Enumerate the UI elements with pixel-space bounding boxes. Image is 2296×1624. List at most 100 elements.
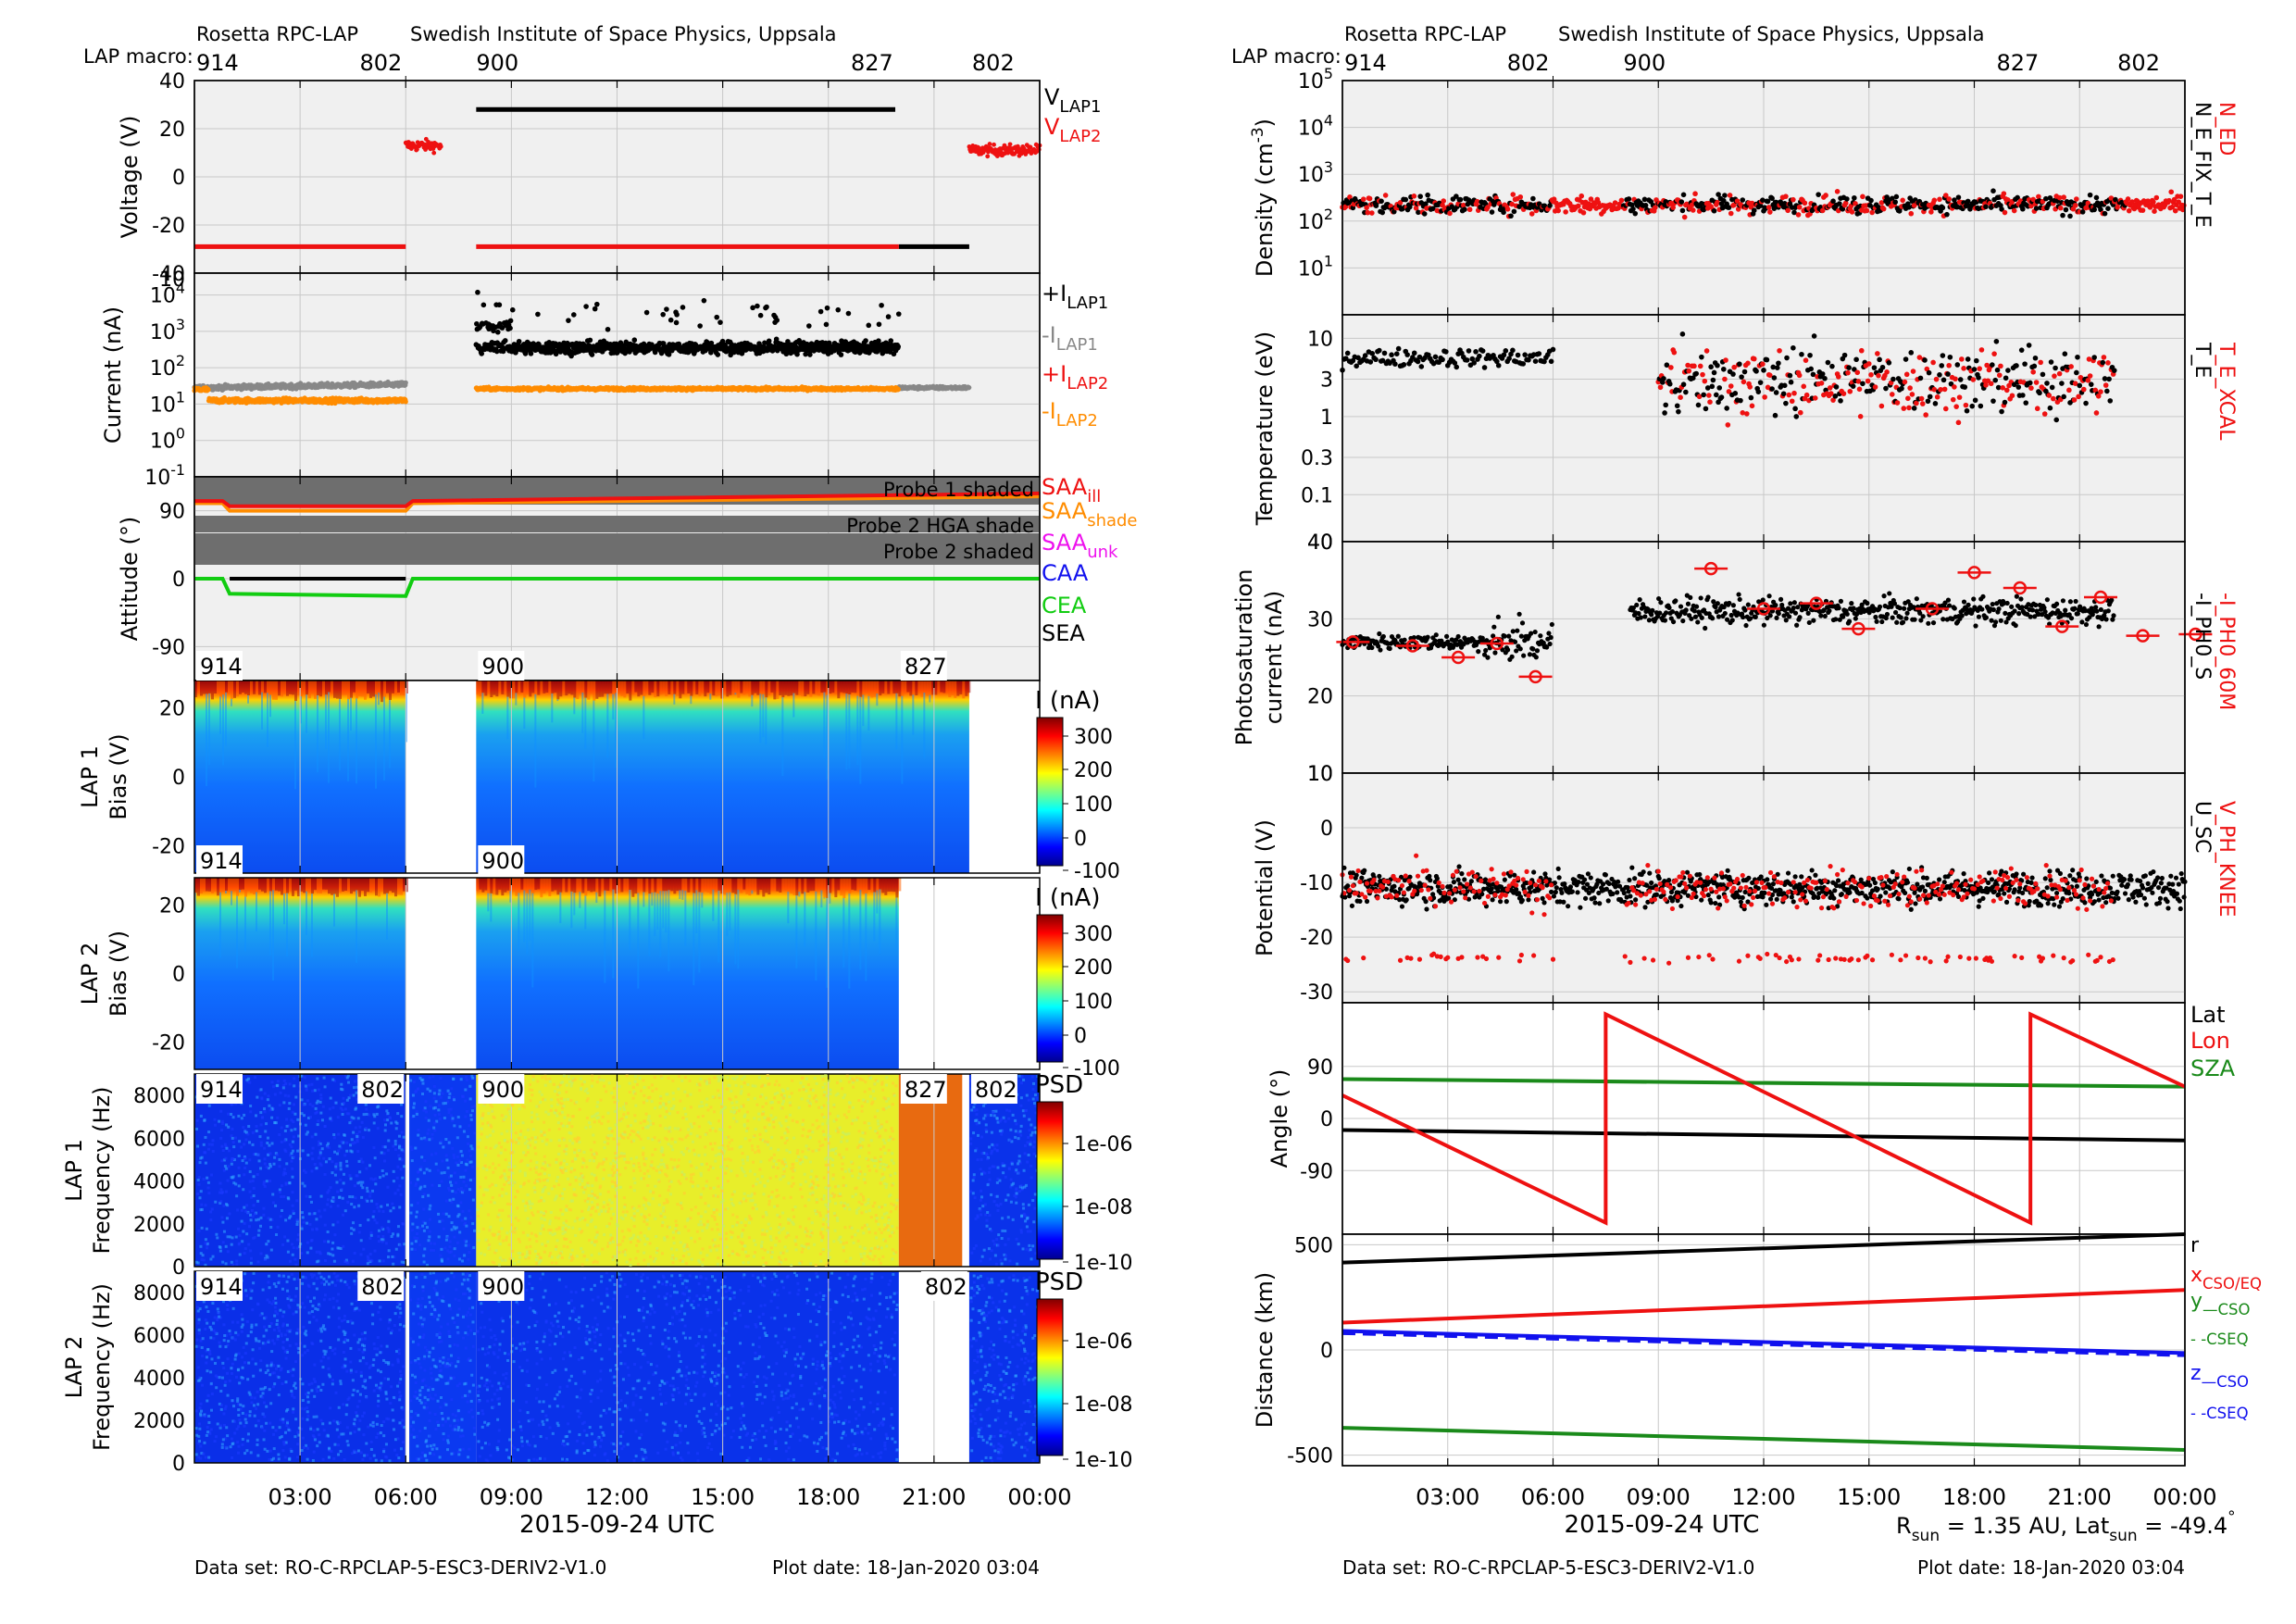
psd-noise [243, 1221, 246, 1225]
psd-noise [281, 1208, 284, 1212]
psd-noise [350, 1203, 354, 1206]
psd-noise [358, 1223, 362, 1227]
spectrogram-column [353, 878, 356, 892]
psd-noise [219, 1136, 223, 1140]
spectrogram-column [862, 681, 866, 695]
spectrogram-column [659, 681, 663, 695]
psd-noise [243, 1173, 246, 1177]
psd-noise [386, 1118, 390, 1122]
spectrogram-column [562, 681, 566, 696]
spectrogram-streak [573, 697, 576, 715]
spectrogram-streak [593, 700, 595, 782]
spectrogram-column [637, 878, 641, 893]
voltage-point [1028, 144, 1033, 150]
psd-noise [281, 1243, 285, 1246]
psd-noise [308, 1103, 312, 1106]
psd-noise [244, 1209, 248, 1213]
spectrogram-column [584, 681, 588, 698]
psd-noise [461, 1209, 465, 1213]
psd-noise [376, 1127, 380, 1131]
psd-noise [242, 1188, 245, 1192]
psd-noise [364, 1103, 368, 1106]
spectrogram-column [342, 681, 344, 695]
spectrogram-column [645, 878, 649, 892]
spectrogram-column [701, 681, 705, 693]
psd-noise [301, 1181, 305, 1185]
spectrogram-streak [269, 891, 271, 956]
spectrogram-column [831, 878, 835, 890]
spectrogram-column [723, 681, 727, 695]
psd-noise [380, 1226, 383, 1230]
psd-noise [283, 1129, 287, 1132]
spectrogram-column [848, 878, 852, 894]
psd-noise [398, 1206, 402, 1209]
psd-noise [245, 1232, 249, 1236]
psd-noise [372, 1209, 376, 1213]
spectrogram-streak [236, 895, 238, 968]
spectrogram-column [837, 681, 841, 699]
psd-noise [331, 1171, 334, 1175]
spectrogram-column [208, 878, 211, 892]
spectrogram-column [498, 878, 502, 890]
spectrogram-streak [820, 890, 823, 908]
psd-noise [415, 1215, 418, 1218]
psd-noise [415, 1112, 418, 1116]
spectrogram-column [531, 681, 535, 693]
spectrogram-column [906, 681, 910, 693]
psd-noise [469, 1216, 473, 1219]
current-point [680, 305, 686, 310]
psd-noise [386, 1148, 390, 1152]
spectrogram-streak [873, 892, 876, 942]
psd-noise [432, 1126, 436, 1130]
psd-noise [320, 1147, 324, 1151]
psd-noise [224, 1190, 228, 1193]
psd-noise [442, 1212, 445, 1216]
spectrogram-column [870, 878, 874, 893]
spectrogram-column [695, 878, 699, 891]
spectrogram-column [762, 681, 766, 694]
spectrogram-column [640, 681, 643, 695]
spectrogram-streak [792, 693, 795, 718]
psd-noise [269, 1225, 273, 1229]
spectrogram-column [754, 878, 757, 892]
spectrogram-column [756, 878, 760, 895]
psd-noise [300, 1227, 304, 1230]
psd-noise [389, 1209, 393, 1213]
psd-noise [386, 1226, 390, 1230]
spectrogram-column [767, 681, 771, 696]
psd-noise [256, 1095, 259, 1099]
psd-noise [288, 1216, 292, 1219]
spectrogram-column [718, 878, 721, 891]
spectrogram-streak [698, 892, 701, 973]
spectrogram-column [206, 681, 208, 694]
psd-noise [288, 1082, 292, 1086]
psd-noise [429, 1204, 432, 1207]
current-point [824, 305, 830, 311]
psd-noise [292, 1156, 295, 1159]
spectrogram-streak [815, 891, 817, 981]
psd-noise [310, 1082, 314, 1086]
psd-noise [337, 1132, 341, 1136]
spectrogram-column [817, 878, 821, 891]
spectrogram-column [389, 878, 392, 892]
spectrogram-streak [551, 693, 554, 723]
psd-noise [323, 1223, 327, 1227]
psd-noise [427, 1193, 430, 1197]
psd-noise [290, 1145, 293, 1149]
spectrogram-column [339, 878, 342, 893]
psd-noise [283, 1168, 287, 1171]
psd-noise [386, 1185, 390, 1189]
spectrogram-column [286, 878, 289, 893]
spectrogram-streak [239, 889, 241, 893]
spectrogram-column [289, 681, 292, 694]
psd-noise [410, 1242, 414, 1245]
spectrogram-column [831, 681, 835, 693]
psd-noise [451, 1146, 455, 1150]
psd-noise [459, 1201, 463, 1205]
psd-noise [266, 1098, 269, 1102]
psd-noise [314, 1106, 318, 1110]
psd-noise [283, 1148, 287, 1152]
spectrogram-column [859, 681, 863, 697]
spectrogram-streak [604, 890, 606, 983]
spectrogram-column [219, 681, 222, 697]
